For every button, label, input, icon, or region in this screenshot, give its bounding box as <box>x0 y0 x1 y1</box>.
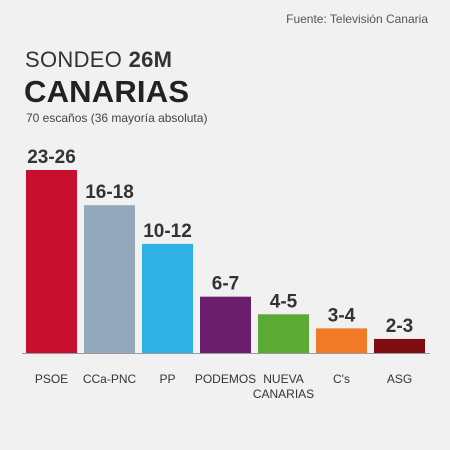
poll-title: SONDEO 26M <box>25 47 172 73</box>
category-label-psoe: PSOE <box>35 372 68 386</box>
category-label-line: PSOE <box>35 372 68 386</box>
title-date: 26M <box>128 47 173 72</box>
category-label-cca-pnc: CCa-PNC <box>83 372 137 386</box>
bar-psoe <box>26 170 77 353</box>
value-label-podemos: 6-7 <box>212 274 239 295</box>
value-label-asg: 2-3 <box>386 316 413 337</box>
category-label-c-s: C's <box>333 372 350 386</box>
bar-cca-pnc <box>84 205 135 353</box>
bar-asg <box>374 338 425 353</box>
category-label-line: CCa-PNC <box>83 372 137 386</box>
category-label-line: NUEVA <box>263 372 303 386</box>
title-prefix: SONDEO <box>25 47 123 72</box>
category-label-line: ASG <box>387 372 412 386</box>
category-label-pp: PP <box>159 372 175 386</box>
value-label-cca-pnc: 16-18 <box>85 182 134 203</box>
bar-nueva-canarias <box>258 314 309 353</box>
bar-c-s <box>316 328 367 353</box>
bar-pp <box>142 243 193 353</box>
category-label-line: CANARIAS <box>253 387 314 401</box>
category-label-podemos: PODEMOS <box>195 372 256 386</box>
category-label-nueva-canarias: NUEVA CANARIAS <box>253 372 314 401</box>
category-label-line: PP <box>159 372 175 386</box>
source-note: Fuente: Televisión Canaria <box>286 12 428 26</box>
bar-podemos <box>200 296 251 353</box>
category-label-line: PODEMOS <box>195 372 256 386</box>
region-title: CANARIAS <box>24 74 190 109</box>
value-label-c-s: 3-4 <box>328 305 356 326</box>
category-label-line: C's <box>333 372 350 386</box>
value-label-pp: 10-12 <box>143 221 192 242</box>
value-label-psoe: 23-26 <box>27 147 76 168</box>
value-label-nueva-canarias: 4-5 <box>270 291 298 312</box>
category-label-asg: ASG <box>387 372 412 386</box>
seats-subtitle: 70 escaños (36 mayoría absoluta) <box>26 111 208 125</box>
